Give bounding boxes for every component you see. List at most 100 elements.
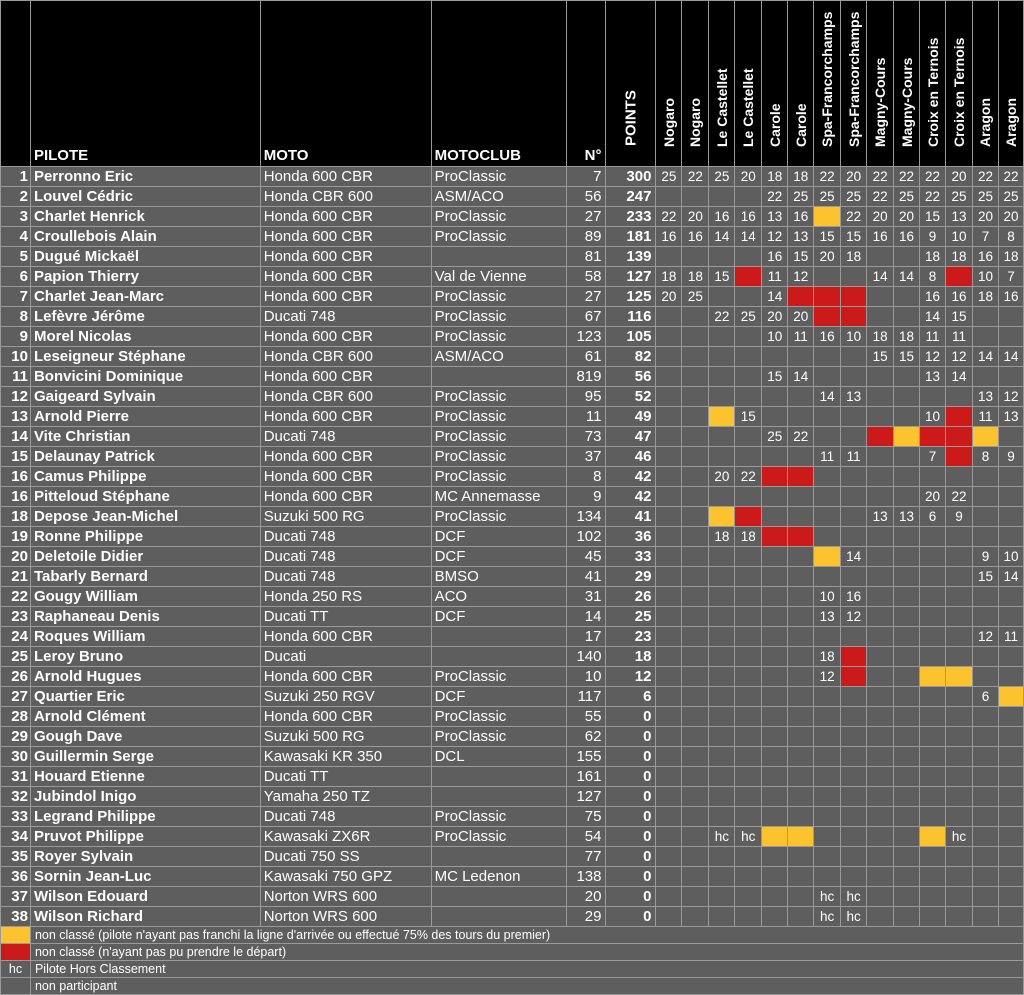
race-result-cell [787,566,815,587]
race-result-cell [681,446,710,467]
race-result-cell [734,326,763,347]
race-result-cell: 25 [971,186,999,207]
race-result-cell [655,326,683,347]
pilote-cell: Perronno Eric [29,166,261,187]
race-result-cell [971,526,999,547]
motoclub-cell: BMSO [430,566,567,587]
points-cell: 25 [605,606,657,627]
race-result-cell [919,846,947,867]
race-result-cell [866,546,895,567]
race-result-cell [945,266,973,287]
race-result-cell [997,586,1024,607]
race-result-cell [681,666,710,687]
race-result-cell [708,866,736,887]
race-result-cell: 12 [787,266,815,287]
points-cell: 26 [605,586,657,607]
pilote-cell: Arnold Hugues [29,666,261,687]
race-result-cell [681,786,710,807]
race-result-cell [840,466,868,487]
race-result-cell [893,766,921,787]
race-result-cell: 22 [787,426,815,447]
header-race-1: Nogaro [655,0,683,167]
race-result-cell [945,586,973,607]
moto-cell: Honda 600 CBR [259,466,432,487]
pilote-cell: Pitteloud Stéphane [29,486,261,507]
race-result-cell [866,646,895,667]
moto-cell: Honda 600 CBR [259,446,432,467]
race-result-cell [761,646,789,667]
race-result-cell [734,286,763,307]
race-result-cell: 15 [734,406,763,427]
race-result-cell [787,806,815,827]
race-result-cell [761,826,789,847]
moto-cell: Ducati 748 [259,526,432,547]
race-result-cell: 12 [840,606,868,627]
race-result-cell: 18 [866,326,895,347]
rank-cell: 33 [0,806,31,827]
race-result-cell [734,686,763,707]
race-result-cell [813,786,842,807]
race-result-cell [840,406,868,427]
pilote-cell: Pruvot Philippe [29,826,261,847]
race-result-cell [734,266,763,287]
race-result-cell [734,186,763,207]
pilote-cell: Croullebois Alain [29,226,261,247]
race-result-cell [813,306,842,327]
race-result-cell [919,566,947,587]
race-result-cell [681,366,710,387]
race-result-cell [708,906,736,927]
race-result-cell: 25 [945,186,973,207]
rank-cell: 37 [0,886,31,907]
race-result-cell: 7 [971,226,999,247]
legend-swatch [0,926,31,944]
race-result-cell [787,546,815,567]
points-cell: 0 [605,826,657,847]
rank-cell: 1 [0,166,31,187]
race-result-cell: 10 [761,326,789,347]
race-result-cell: 22 [734,466,763,487]
race-result-cell [761,866,789,887]
race-result-cell [681,606,710,627]
header-race-3: Le Castellet [708,0,736,167]
pilote-cell: Gough Dave [29,726,261,747]
race-result-cell: 14 [840,546,868,567]
race-result-cell [708,846,736,867]
motoclub-cell: ProClassic [430,286,567,307]
points-cell: 116 [605,306,657,327]
points-cell: 127 [605,266,657,287]
race-result-cell: 10 [997,546,1024,567]
race-result-cell [787,686,815,707]
race-result-cell [681,386,710,407]
race-result-cell [893,746,921,767]
moto-cell: Ducati 748 [259,806,432,827]
race-result-cell [708,746,736,767]
rank-cell: 8 [0,306,31,327]
race-result-cell [813,706,842,727]
race-label: Spa-Francorchamps [819,11,836,147]
header-motoclub: MOTOCLUB [430,0,567,167]
race-result-cell [655,446,683,467]
race-result-cell: hc [945,826,973,847]
race-result-cell [840,346,868,367]
race-result-cell: 22 [893,166,921,187]
race-result-cell: hc [840,906,868,927]
number-cell: 89 [565,226,607,247]
race-result-cell: 20 [945,166,973,187]
race-result-cell [708,586,736,607]
race-result-cell: 14 [708,226,736,247]
table-row: 18 Depose Jean-Michel Suzuki 500 RG ProClas… [0,506,1024,527]
race-result-cell: 18 [655,266,683,287]
race-result-cell [997,906,1024,927]
race-result-cell [734,546,763,567]
race-result-cell [761,806,789,827]
number-cell: 45 [565,546,607,567]
race-result-cell: 22 [708,306,736,327]
race-result-cell: 25 [787,186,815,207]
race-result-cell [866,586,895,607]
race-result-cell [761,346,789,367]
race-result-cell [734,786,763,807]
race-result-cell [787,586,815,607]
race-result-cell [681,406,710,427]
race-result-cell: 13 [945,206,973,227]
number-cell: 56 [565,186,607,207]
